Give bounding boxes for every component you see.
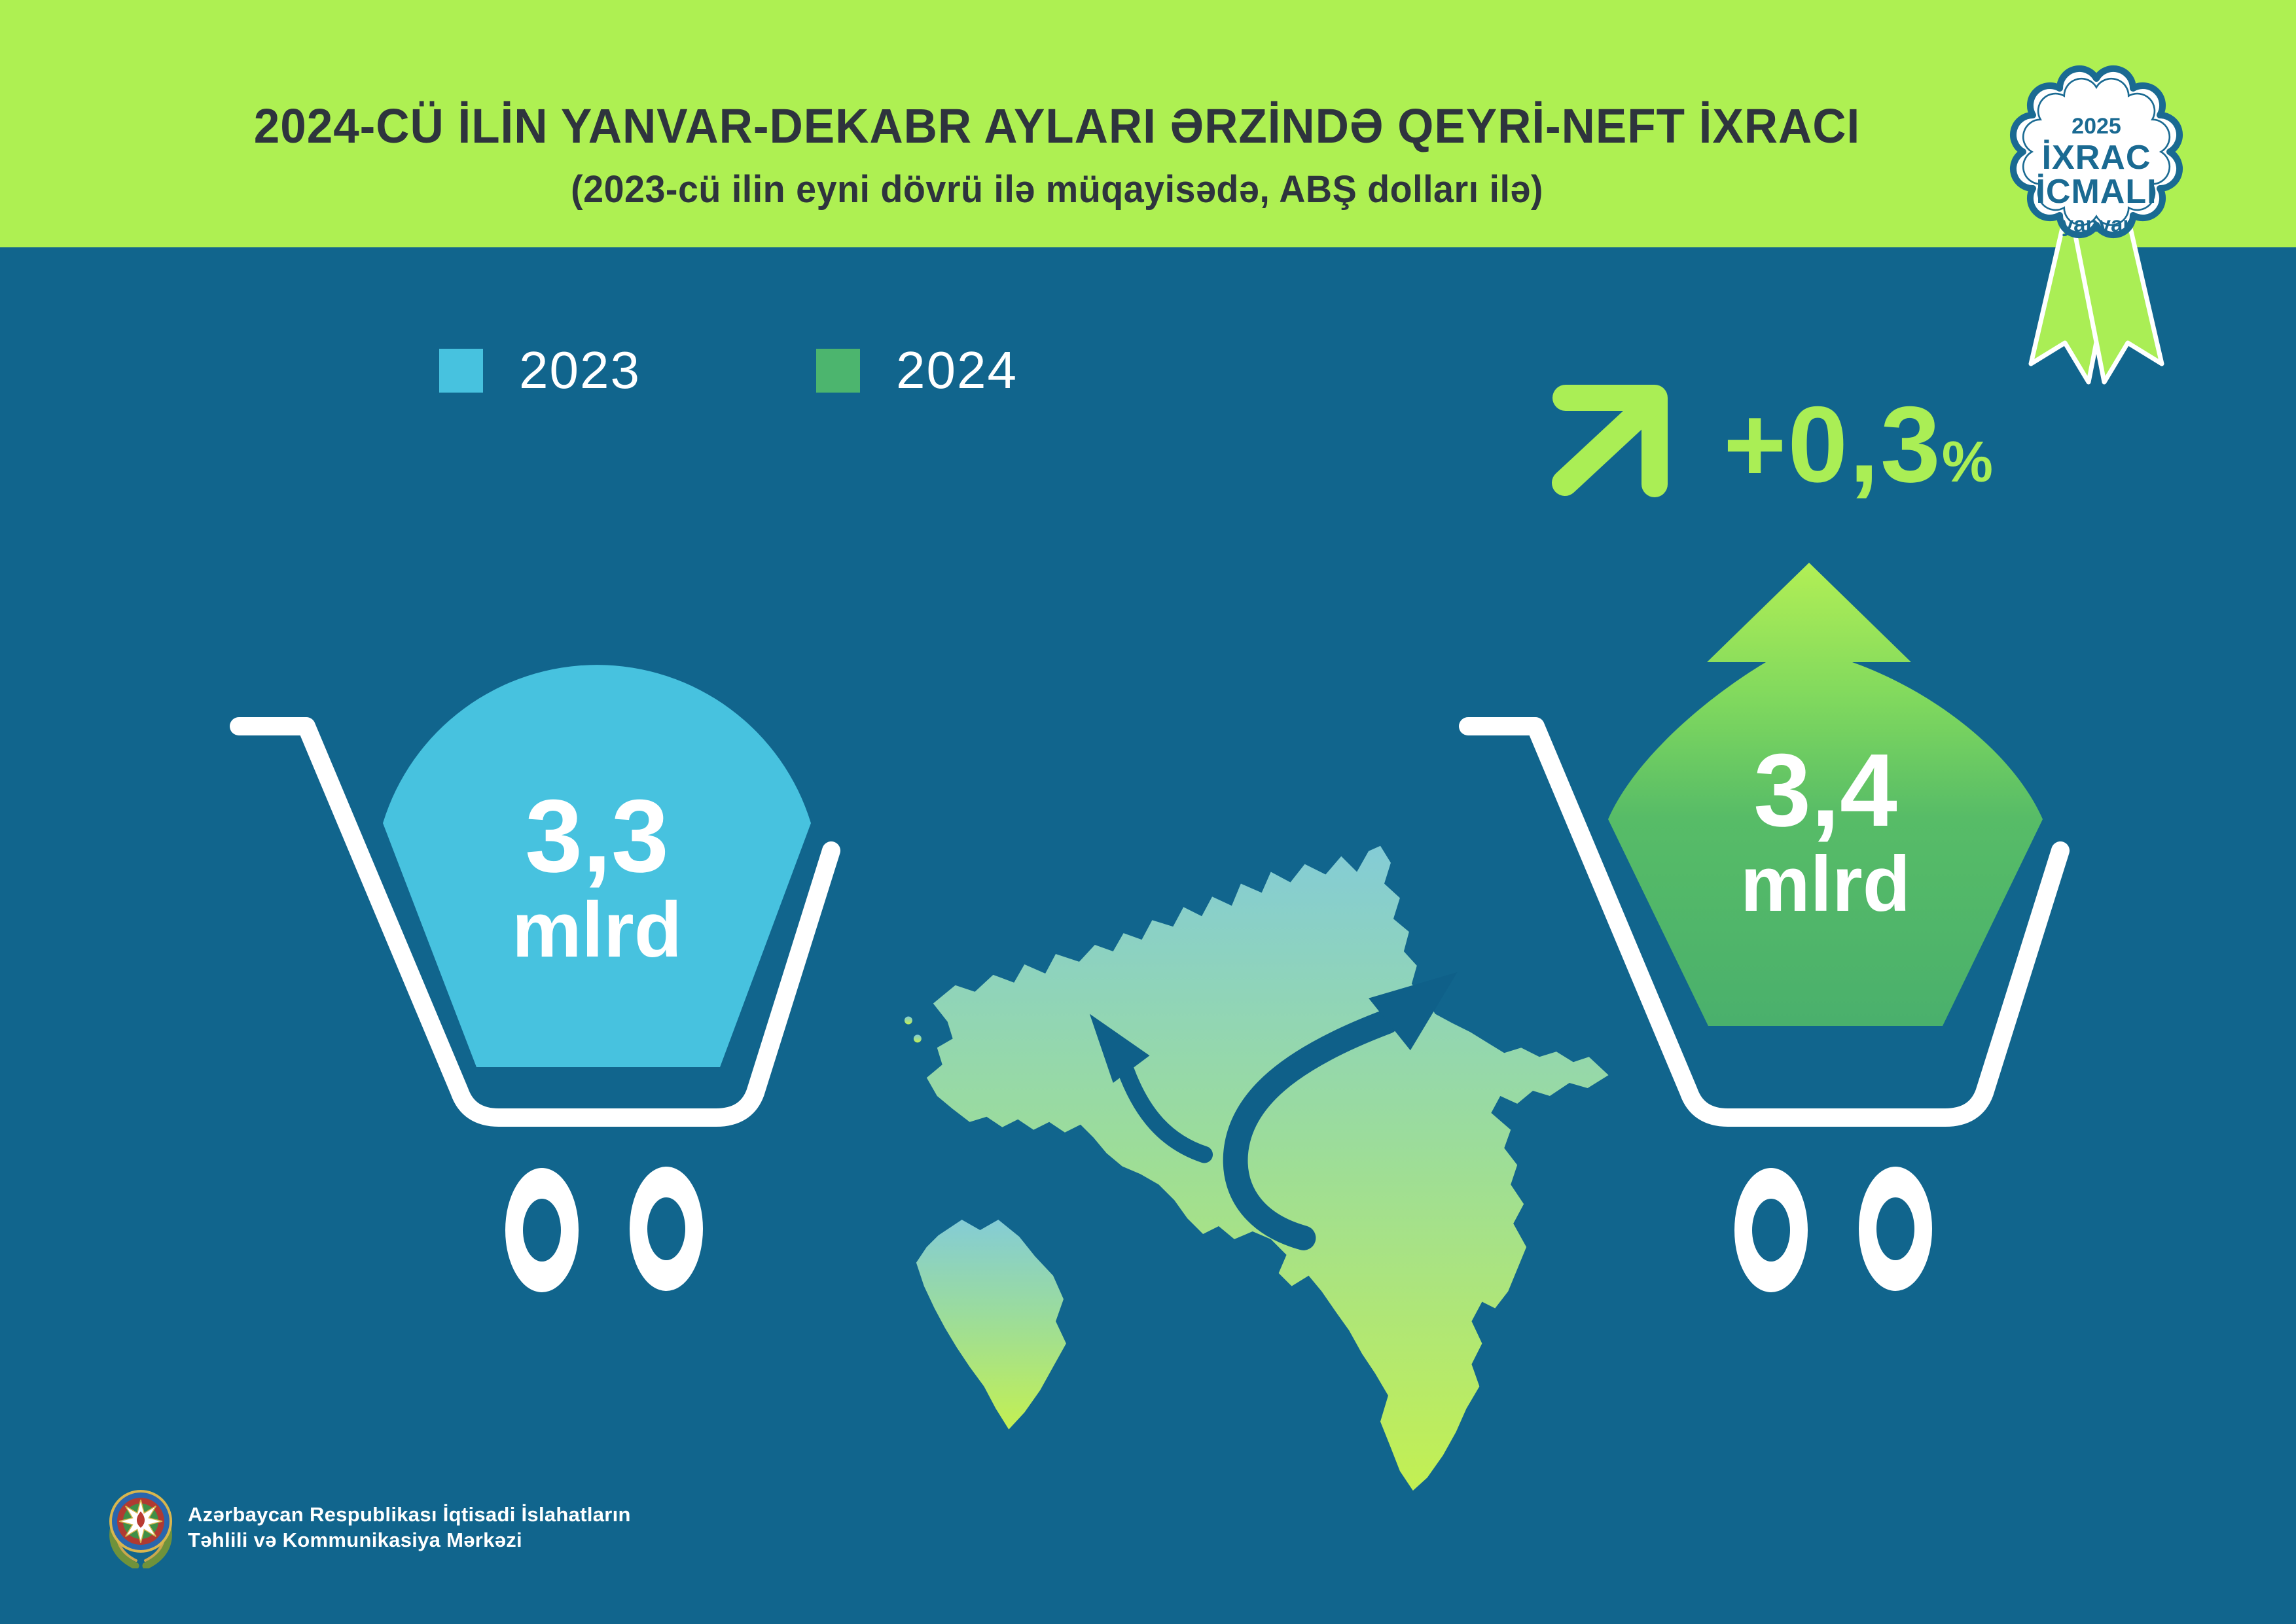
rosette-seal-badge: 2025 İXRAC İCMALI yanvar xyxy=(2009,65,2183,385)
azerbaijan-map xyxy=(904,845,1609,1491)
seal-icon xyxy=(2009,65,2183,239)
shopping-cart-icon xyxy=(230,717,840,1292)
unit-2023: mlrd xyxy=(512,886,682,974)
cart-2024: 3,4 mlrd xyxy=(1459,563,2070,1292)
cart-2023: 3,3 mlrd xyxy=(230,665,840,1292)
page-title: 2024-CÜ İLİN YANVAR-DEKABR AYLARI ƏRZİND… xyxy=(253,99,1861,153)
badge-year: 2025 xyxy=(2072,114,2121,139)
value-2023: 3,3 xyxy=(525,779,669,894)
legend-swatch-2024 xyxy=(816,348,860,393)
legend-label-2024: 2024 xyxy=(896,341,1018,399)
page-subtitle: (2023-cü ilin eyni dövrü ilə müqayisədə,… xyxy=(571,168,1543,211)
org-name-line1: Azərbaycan Respublikası İqtisadi İslahat… xyxy=(188,1503,631,1526)
legend-swatch-2023 xyxy=(439,348,483,393)
badge-title-line1: İXRAC xyxy=(2042,139,2151,177)
shopping-cart-icon xyxy=(1459,717,2070,1292)
value-blob-2024 arrow-up-icon xyxy=(1608,563,2043,1026)
map-islet xyxy=(904,1016,912,1025)
value-blob-2023 xyxy=(383,665,811,1067)
badge-month: yanvar xyxy=(2062,212,2132,236)
map-nakhchivan xyxy=(916,1220,1066,1430)
growth-value: +0,3 xyxy=(1723,384,1942,504)
header-band: 2024-CÜ İLİN YANVAR-DEKABR AYLARI ƏRZİND… xyxy=(0,0,2296,247)
value-2024: 3,4 xyxy=(1753,733,1897,848)
unit-2024: mlrd xyxy=(1740,840,1910,928)
legend-item-2023: 2023 xyxy=(439,340,641,400)
azerbaijan-coat-of-arms xyxy=(109,1490,172,1568)
growth-indicator: +0,3% xyxy=(1723,383,1993,506)
legend-item-2024: 2024 xyxy=(816,340,1018,400)
badge-title-line2: İCMALI xyxy=(2036,173,2157,211)
map-mainland xyxy=(926,845,1609,1491)
arrow-up-right-icon xyxy=(1552,385,1668,497)
growth-unit: % xyxy=(1941,429,1993,494)
org-name-line2: Təhlili və Kommunikasiya Mərkəzi xyxy=(188,1528,522,1551)
legend-label-2023: 2023 xyxy=(519,341,641,399)
organization-name: Azərbaycan Respublikası İqtisadi İslahat… xyxy=(188,1502,631,1553)
map-islet xyxy=(913,1034,922,1043)
